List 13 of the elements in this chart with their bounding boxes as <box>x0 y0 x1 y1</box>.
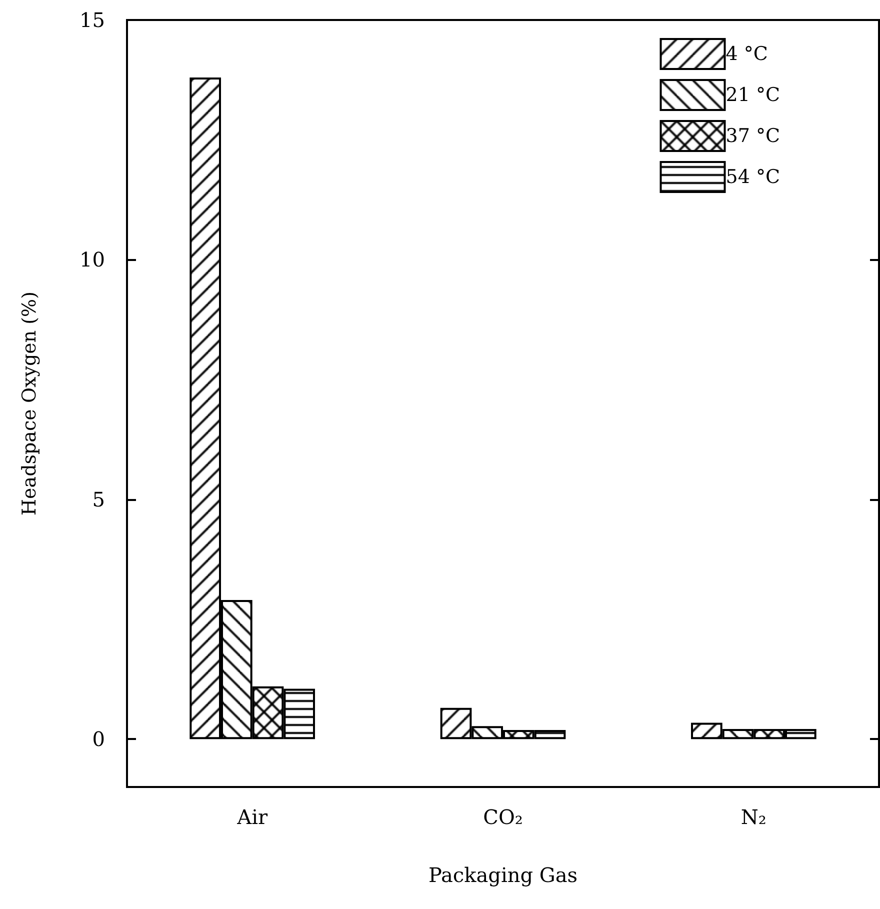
legend-label: 37 °C <box>726 125 780 147</box>
legend-label: 4 °C <box>726 43 768 65</box>
y-tick-label: 0 <box>92 727 105 752</box>
x-tick-label: N₂ <box>740 805 766 829</box>
y-tick-label: 10 <box>80 248 105 272</box>
y-axis-title: Headspace Oxygen (%) <box>18 291 40 516</box>
legend-label: 54 °C <box>726 166 780 188</box>
x-tick-label: CO₂ <box>483 805 523 829</box>
y-tick-label: 15 <box>80 8 105 32</box>
legend-label: 21 °C <box>726 84 780 106</box>
x-tick-label: Air <box>236 805 268 829</box>
y-tick-label: 5 <box>92 487 105 512</box>
x-axis-title: Packaging Gas <box>428 863 578 887</box>
